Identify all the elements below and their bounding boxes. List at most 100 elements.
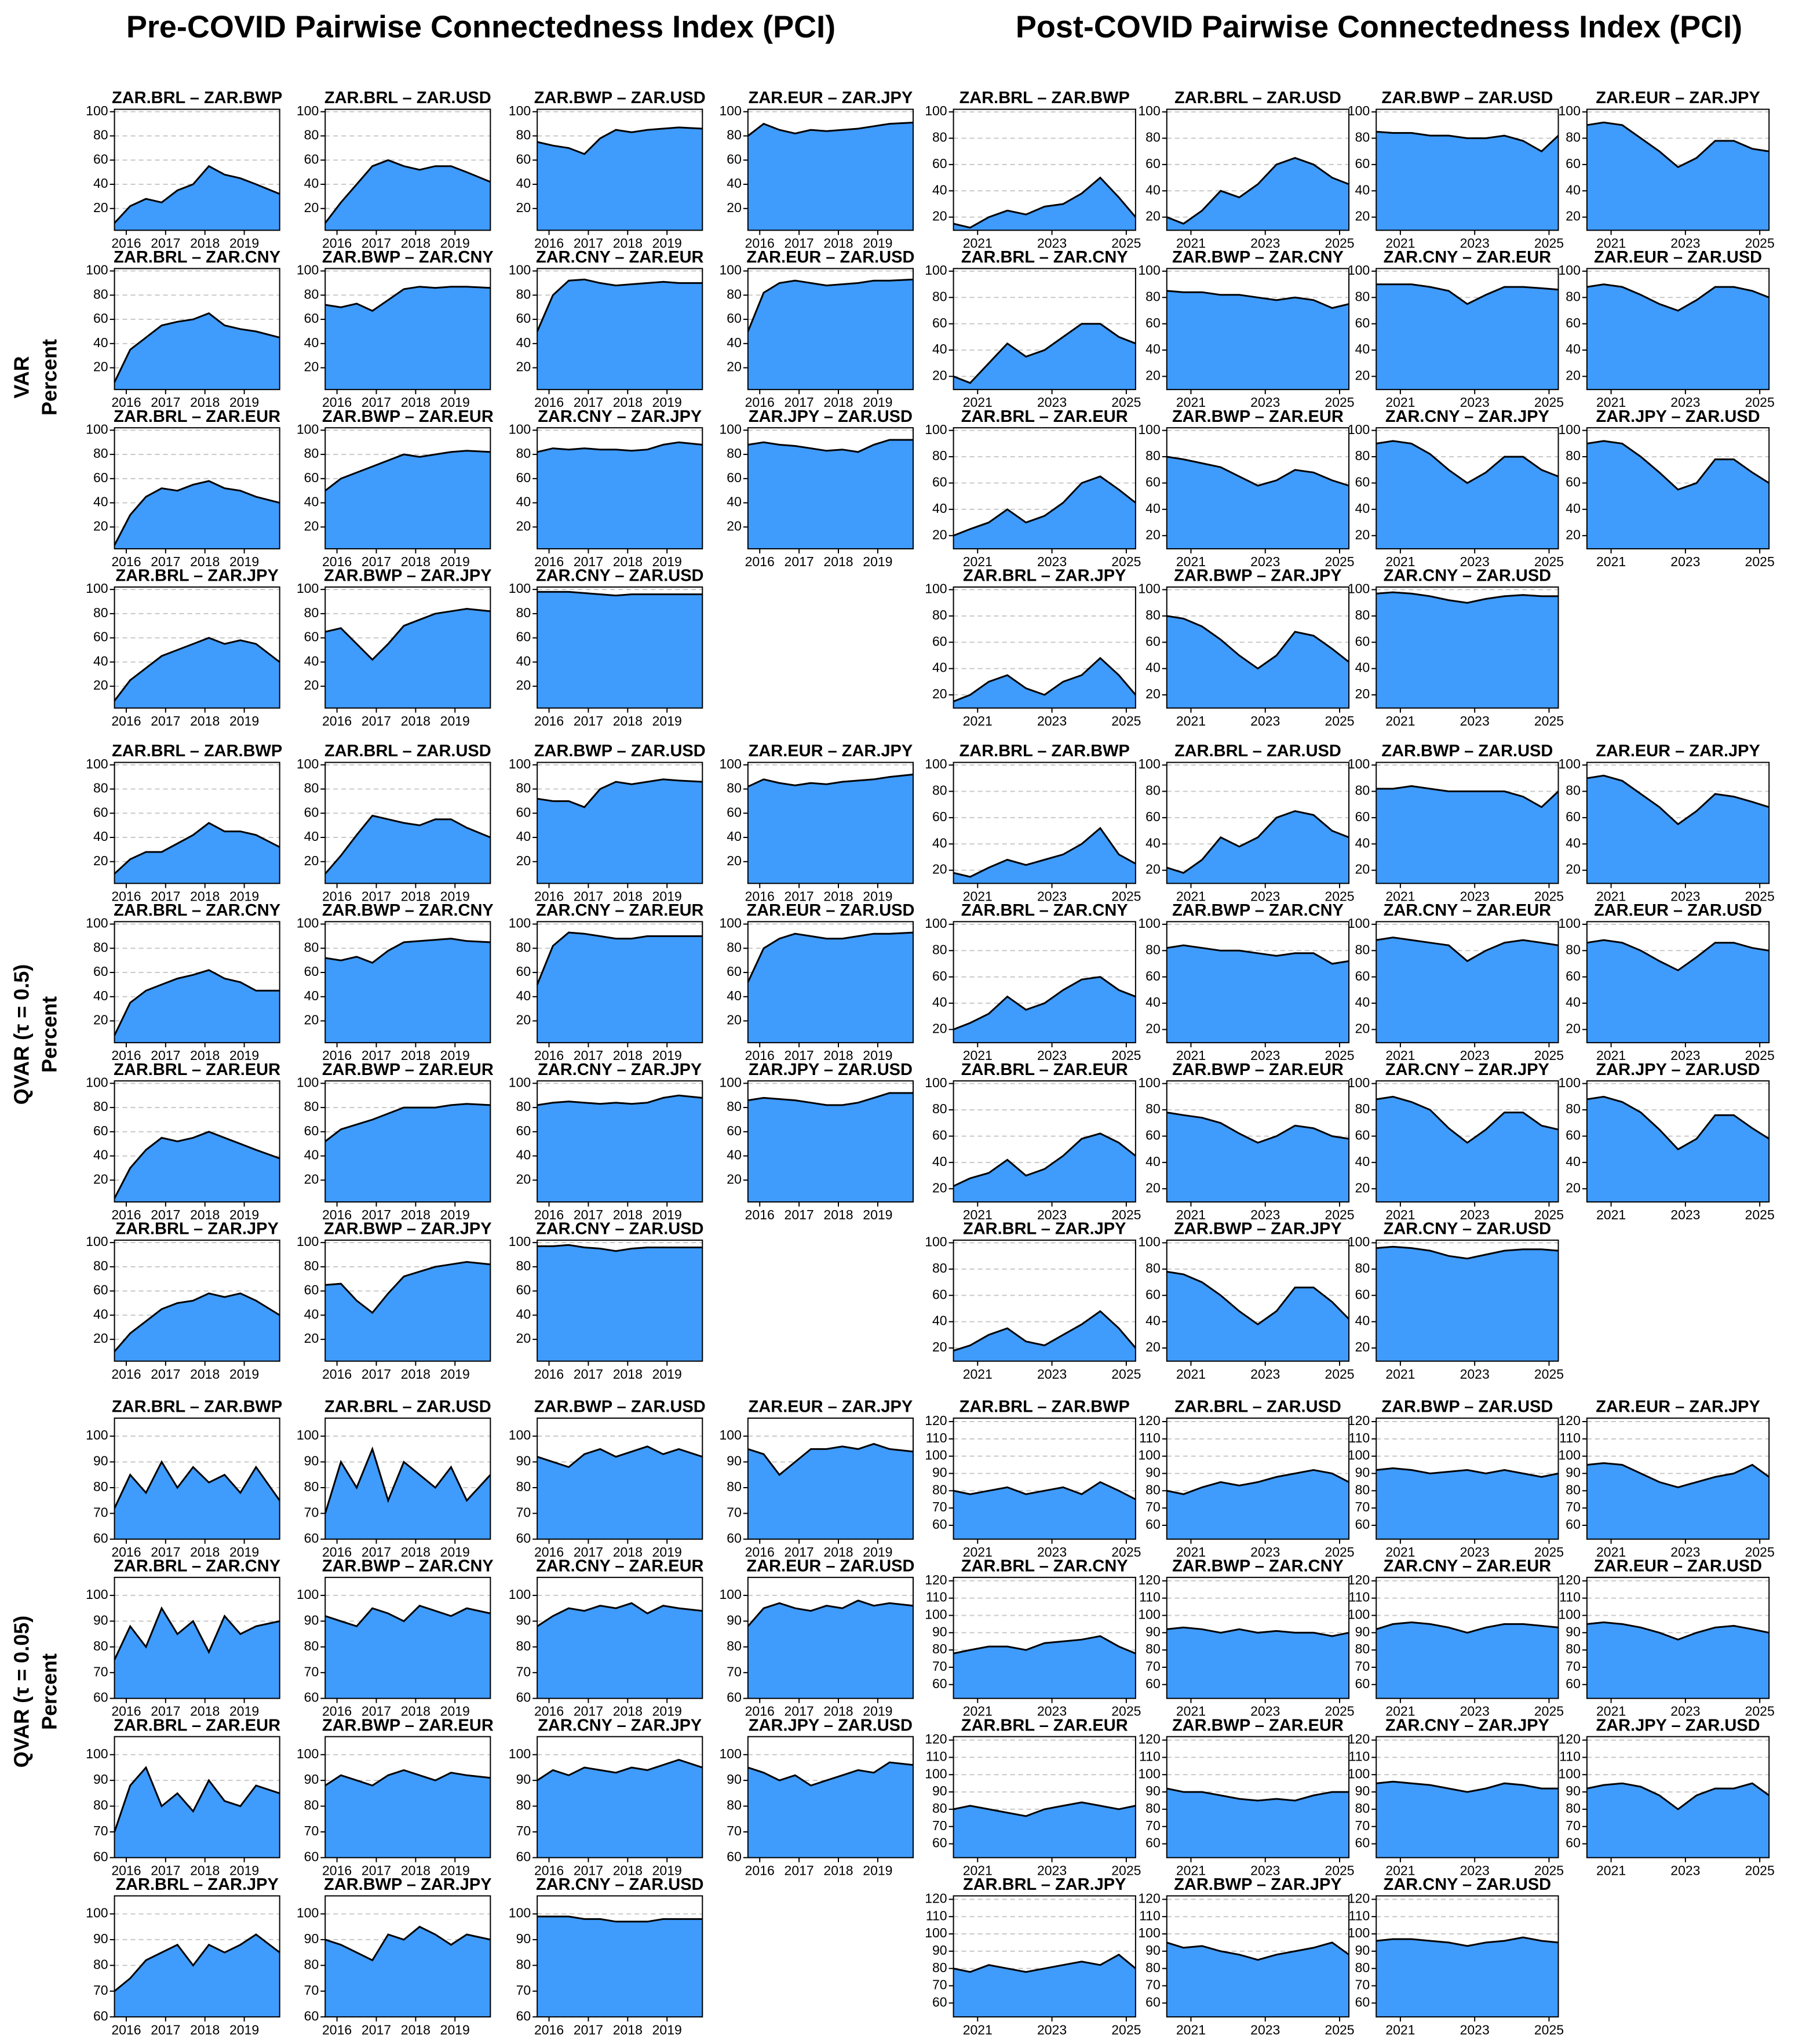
y-tick-label: 90 — [1355, 1624, 1370, 1639]
area — [1586, 775, 1770, 884]
x-tick-label: 2019 — [652, 1207, 682, 1222]
y-tick-label: 60 — [1566, 1517, 1581, 1532]
x-tick-label: 2023 — [1460, 554, 1490, 569]
x-tick-label: 2018 — [190, 395, 220, 410]
x-tick-label: 2025 — [1745, 1863, 1775, 1878]
y-tick-label: 80 — [516, 1798, 531, 1813]
area — [953, 323, 1136, 390]
x-tick-label: 2021 — [963, 1367, 993, 1382]
x-tick-label: 2019 — [863, 1544, 892, 1560]
plot-frame — [1586, 1576, 1770, 1699]
plot-frame — [953, 1736, 1136, 1859]
y-tick-label: 100 — [509, 421, 531, 436]
x-tick-label: 2021 — [1385, 888, 1415, 903]
y-tick-label: 90 — [1355, 1783, 1370, 1798]
area — [1376, 592, 1559, 708]
line — [537, 1915, 703, 1923]
plot-frame — [1376, 108, 1559, 231]
plot-frame — [1586, 762, 1770, 884]
y-tick-label: 100 — [720, 421, 742, 436]
y-tick-label: 80 — [93, 1798, 108, 1813]
y-tick-label: 90 — [516, 1931, 531, 1946]
panel-title: ZAR.BWP – ZAR.EUR — [322, 1716, 494, 1735]
y-tick-label: 100 — [1348, 1766, 1370, 1781]
x-tick-label: 2023 — [1670, 1207, 1700, 1222]
area — [1586, 1783, 1770, 1858]
x-tick-label: 2018 — [190, 1863, 220, 1878]
y-tick-label: 20 — [304, 853, 319, 868]
y-tick-label: 100 — [1348, 1075, 1370, 1090]
line — [536, 278, 703, 332]
x-tick-label: 2018 — [823, 235, 853, 250]
line — [324, 1604, 491, 1627]
x-tick-label: 2019 — [440, 1207, 470, 1222]
panel-title: ZAR.BRL – ZAR.EUR — [961, 1716, 1128, 1735]
x-tick-label: 2018 — [613, 395, 643, 410]
y-tick-label: 60 — [932, 633, 947, 648]
x-tick-label: 2016 — [534, 1544, 564, 1560]
x-tick-label: 2016 — [322, 554, 352, 569]
plot-frame — [324, 1576, 491, 1699]
area — [114, 1767, 280, 1858]
y-tick-label: 40 — [304, 829, 319, 844]
area — [1166, 457, 1349, 549]
x-tick-label: 2023 — [1037, 1367, 1067, 1382]
y-tick-label: 60 — [93, 470, 108, 485]
area — [537, 932, 703, 1043]
area — [1166, 615, 1349, 708]
panel-title: ZAR.CNY – ZAR.JPY — [538, 407, 702, 426]
y-tick-label: 110 — [1349, 1590, 1370, 1605]
y-tick-label: 60 — [304, 1531, 319, 1546]
line — [953, 657, 1137, 702]
x-tick-label: 2019 — [440, 1863, 470, 1878]
y-tick-label: 80 — [1566, 783, 1581, 798]
panel-title: ZAR.BRL – ZAR.USD — [1174, 742, 1341, 760]
line — [1166, 1469, 1349, 1495]
line — [114, 636, 280, 702]
y-tick-label: 100 — [720, 1427, 742, 1442]
y-tick-label: 90 — [93, 1612, 108, 1627]
y-tick-label: 100 — [720, 1746, 742, 1761]
x-tick-label: 2021 — [963, 1207, 993, 1222]
y-tick-label: 60 — [93, 1282, 108, 1298]
y-tick-label: 100 — [297, 1587, 319, 1602]
y-tick-label: 60 — [1355, 1994, 1370, 2009]
area — [1586, 1622, 1770, 1699]
x-tick-label: 2016 — [111, 1863, 141, 1878]
plot-frame — [1166, 586, 1350, 709]
line — [1166, 615, 1350, 670]
y-tick-label: 90 — [1355, 1943, 1370, 1958]
x-tick-label: 2017 — [785, 1207, 814, 1222]
plot-frame — [1376, 1418, 1559, 1540]
x-tick-label: 2016 — [322, 1207, 352, 1222]
y-tick-label: 40 — [516, 335, 531, 350]
x-tick-label: 2016 — [111, 1544, 141, 1560]
y-tick-label: 60 — [1355, 1835, 1370, 1850]
x-tick-label: 2021 — [1596, 235, 1626, 250]
plot-frame — [114, 921, 280, 1044]
x-tick-label: 2019 — [652, 235, 682, 250]
y-tick-label: 60 — [516, 629, 531, 644]
panel-title: ZAR.CNY – ZAR.JPY — [538, 1716, 702, 1735]
y-tick-label: 110 — [926, 1590, 947, 1605]
y-tick-label: 60 — [93, 964, 108, 979]
area — [537, 1917, 703, 2017]
x-tick-label: 2019 — [229, 1863, 259, 1878]
x-tick-label: 2017 — [151, 713, 180, 728]
plot-frame — [324, 1418, 491, 1540]
area — [114, 1131, 280, 1202]
area — [747, 1093, 913, 1202]
y-tick-label: 20 — [1355, 209, 1370, 224]
y-tick-label: 20 — [1566, 527, 1581, 542]
y-tick-label: 100 — [1559, 1766, 1581, 1781]
line — [537, 1445, 703, 1469]
y-tick-label: 40 — [93, 335, 108, 350]
y-tick-label: 100 — [925, 1925, 947, 1940]
x-tick-label: 2018 — [401, 1544, 430, 1560]
y-tick-label: 70 — [932, 1659, 947, 1674]
plot-frame — [324, 268, 491, 391]
y-tick-label: 40 — [727, 494, 742, 509]
x-tick-label: 2021 — [963, 235, 993, 250]
y-tick-label: 70 — [516, 1664, 531, 1679]
y-tick-label: 20 — [93, 677, 108, 693]
